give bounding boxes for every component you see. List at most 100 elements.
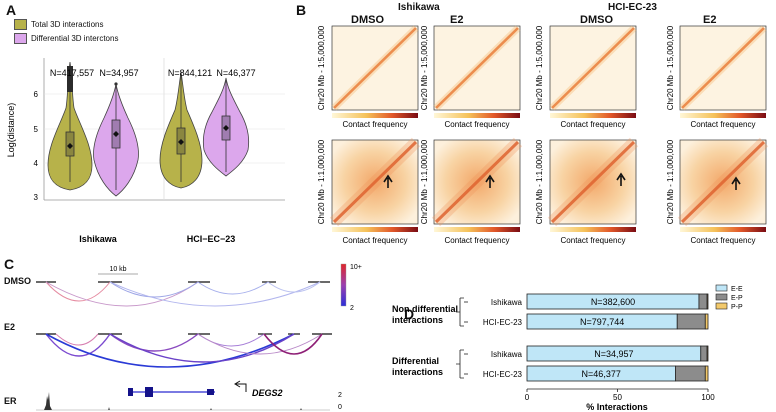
bar-segment-p-p xyxy=(704,365,709,382)
arrow-hci-e2 xyxy=(731,176,741,190)
track-er: ER xyxy=(4,396,17,406)
hic-ylabel-r2c4: Chr20 Mb - 1:1,000,000 xyxy=(666,139,675,224)
x-axis-label: % Interactions xyxy=(586,402,648,412)
hic-maps: Chr20 Mb - 1:5,000,000 Chr20 Mb - 1:5,00… xyxy=(317,25,769,245)
ytick-5: 5 xyxy=(34,125,39,134)
legend-swatch-p-p xyxy=(715,302,728,310)
cbar-label-r2c4: Contact frequency xyxy=(691,236,756,245)
violin-plot: 6 5 4 3 Log(distance) N=417,557 N=34,957… xyxy=(6,58,285,244)
loop-color-scale xyxy=(340,263,347,307)
group-label-diff-2: interactions xyxy=(392,367,443,377)
x-tick-label: 50 xyxy=(613,393,622,402)
scale-bar-label: 10 kb xyxy=(109,266,126,273)
panel-c-label: C xyxy=(4,256,15,272)
bar-n-label: N=34,957 xyxy=(594,349,633,359)
legend-swatch-total xyxy=(14,18,27,30)
violin-legend: Total 3D interactions Differential 3D in… xyxy=(14,17,118,45)
mean-diff-hci xyxy=(223,125,229,131)
outliers-total-ishikawa xyxy=(67,66,73,92)
legend-swatch-differential xyxy=(14,32,27,44)
loop-scale-max: 10+ xyxy=(350,264,362,271)
er-minor-peaks xyxy=(108,407,302,410)
hic-ylabel-r2c2: Chr20 Mb - 1:1,000,000 xyxy=(420,139,429,224)
bracket-diff xyxy=(456,349,464,379)
legend-label-e-p: E-P xyxy=(731,295,743,302)
hic-map-hci-dmso-5mb xyxy=(549,25,637,118)
stacked-bar-chart: Non differential interactions Differenti… xyxy=(392,284,743,412)
bar-segment-e-p xyxy=(675,365,706,382)
n-diff-ishikawa: N=34,957 xyxy=(99,68,138,78)
hic-cond-ishikawa-dmso: DMSO xyxy=(351,14,384,26)
e2-loops xyxy=(45,333,323,368)
cbar-label-r2c1: Contact frequency xyxy=(343,236,408,245)
group-ishikawa: Ishikawa xyxy=(79,234,118,244)
bar-category-label: HCI-EC-23 xyxy=(483,370,523,379)
panel-a-label: A xyxy=(6,2,17,18)
bar-category-label: HCI-EC-23 xyxy=(483,318,523,327)
arrow-ishikawa-dmso xyxy=(383,174,393,188)
legend-label-p-p: P-P xyxy=(731,304,743,311)
cbar-label-r1c3: Contact frequency xyxy=(561,120,626,129)
arrow-hci-dmso xyxy=(616,172,626,186)
hic-cond-ishikawa-e2: E2 xyxy=(450,14,464,26)
bar-legend: E-E E-P P-P xyxy=(715,284,743,311)
dmso-loops xyxy=(45,281,321,307)
cbar-label-r1c1: Contact frequency xyxy=(343,120,408,129)
loop-tracks: 10 kb 10+ 2 xyxy=(36,263,362,411)
hic-map-hci-e2-1mb xyxy=(677,137,769,232)
cbar-label-r2c3: Contact frequency xyxy=(561,236,626,245)
er-peak-1 xyxy=(44,392,52,410)
legend-label-e-e: E-E xyxy=(731,286,743,293)
ytick-4: 4 xyxy=(34,159,39,168)
x-tick-label: 100 xyxy=(701,393,715,402)
bar-segment-e-p xyxy=(700,345,708,362)
gene-degs2 xyxy=(128,380,247,397)
bracket-nondiff xyxy=(456,297,464,327)
legend-swatch-e-e xyxy=(715,284,728,292)
group-hci: HCI−EC−23 xyxy=(187,234,236,244)
hic-map-ishikawa-e2-5mb xyxy=(433,25,521,118)
mean-total-hci xyxy=(178,139,184,145)
hic-ylabel-r2c3: Chr20 Mb - 1:1,000,000 xyxy=(535,139,544,224)
bar-group: Ishikawa N=382,600 HCI-EC-23 N=797,744 Ishik… xyxy=(464,293,709,382)
bar-category-label: Ishikawa xyxy=(491,350,523,359)
hic-ylabel-r1c1: Chr20 Mb - 1:5,000,000 xyxy=(317,25,326,110)
x-ticks: 0 50 100 xyxy=(525,389,715,402)
mean-diff-ishikawa xyxy=(113,131,119,137)
hic-group-ishikawa: Ishikawa xyxy=(398,2,440,13)
panel-b-label: B xyxy=(296,2,307,18)
track-e2: E2 xyxy=(4,322,16,332)
hic-cond-hci-e2: E2 xyxy=(703,14,717,26)
panel-d-label: D xyxy=(404,306,415,322)
hic-map-ishikawa-dmso-1mb xyxy=(329,137,421,232)
er-tick-0: 0 xyxy=(338,404,342,411)
bar-category-label: Ishikawa xyxy=(491,298,523,307)
arrow-ishikawa-e2 xyxy=(485,174,495,188)
n-diff-hci: N=46,377 xyxy=(216,68,255,78)
legend-label-differential: Differential 3D interctons xyxy=(31,33,119,43)
hic-ylabel-r1c2: Chr20 Mb - 1:5,000,000 xyxy=(420,25,429,110)
loop-scale-min: 2 xyxy=(350,305,354,312)
mean-total-ishikawa xyxy=(67,143,73,149)
hic-ylabel-r1c4: Chr20 Mb - 1:5,000,000 xyxy=(666,25,675,110)
bar-segment-p-p xyxy=(706,345,709,362)
group-label-nondiff-2: interactions xyxy=(392,315,443,325)
n-total-hci: N=844,121 xyxy=(168,68,212,78)
legend-swatch-e-p xyxy=(715,293,728,301)
ytick-6: 6 xyxy=(34,90,39,99)
n-total-ishikawa: N=417,557 xyxy=(50,68,94,78)
ytick-3: 3 xyxy=(34,193,39,202)
bar-segment-p-p xyxy=(706,293,709,310)
legend-differential: Differential 3D interctons xyxy=(14,31,118,45)
bar-n-label: N=797,744 xyxy=(580,317,624,327)
bar-n-label: N=46,377 xyxy=(582,369,621,379)
violin-ylabel: Log(distance) xyxy=(6,103,16,158)
hic-cond-hci-dmso: DMSO xyxy=(580,14,613,26)
hic-map-ishikawa-e2-1mb xyxy=(431,137,523,232)
hic-ylabel-r2c1: Chr20 Mb - 1:1,000,000 xyxy=(317,139,326,224)
group-label-nondiff-1: Non differential xyxy=(392,304,458,314)
legend-label-total: Total 3D interactions xyxy=(31,19,104,29)
hic-map-hci-dmso-1mb xyxy=(547,137,639,232)
x-tick-label: 0 xyxy=(525,393,530,402)
gene-name: DEGS2 xyxy=(252,388,283,398)
